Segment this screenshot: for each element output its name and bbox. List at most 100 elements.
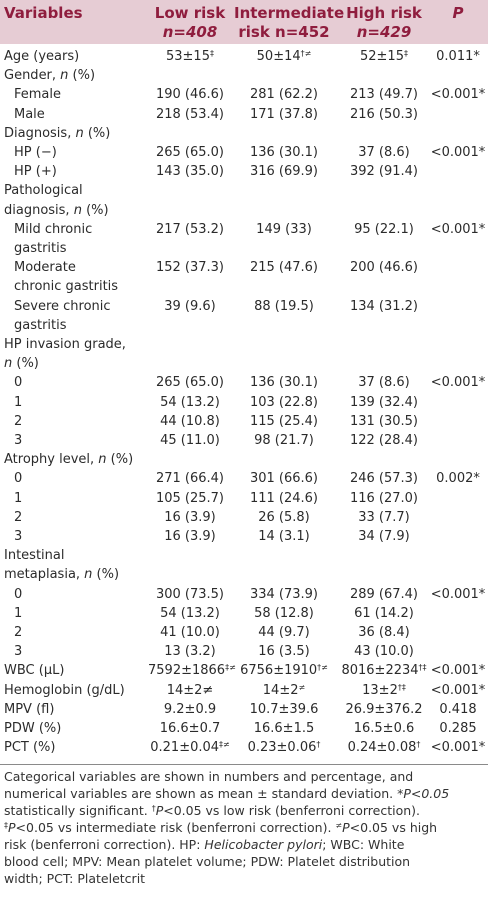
row-label: 3 [14,530,22,544]
row-label-text: metaplasia, n (%) [4,567,120,583]
cell-p-value-text: 0.002* [436,471,480,487]
cell-p-value: <0.001* [428,376,488,390]
cell-low-risk-text: 53±15 [166,49,210,64]
row-label: 0 [14,376,22,390]
cell-intermediate-risk: 44 (9.7) [234,626,334,640]
footnote-symbol: ‡ [4,821,8,830]
cell-intermediate-risk: 115 (25.4) [234,414,334,429]
cell-high-risk: 0.24±0.08† [334,741,434,755]
cell-intermediate-risk-text: 136 (30.1) [249,375,319,391]
footnote-text: Categorical variables are shown in numbe… [4,769,414,784]
cell-low-risk: 265 (65.0) [148,146,232,160]
cell-low-risk: 14±2≠ [148,683,232,698]
row-label: PCT (%) [4,741,56,755]
cell-high-risk: 289 (67.4) [334,587,434,602]
cell-high-risk-text: 200 (46.6) [349,260,419,276]
cell-high-risk-superscript: †‡ [397,682,406,692]
cell-intermediate-risk: 50±14†≠ [234,50,334,64]
cell-high-risk-text: 61 (14.2) [354,605,414,621]
row-label: 3 [14,434,22,448]
cell-p-value: <0.001* [428,88,488,102]
row-label-text: Gender, n (%) [4,68,96,84]
cell-high-risk: 36 (8.4) [334,626,434,640]
cell-intermediate-risk-text: 136 (30.1) [249,145,319,160]
footnote-text: statistically significant. [4,803,152,818]
cell-intermediate-risk-text: 171 (37.8) [249,106,319,122]
cell-intermediate-risk-text: 14 (3.1) [258,529,310,544]
cell-high-risk-text: 37 (8.6) [358,145,410,160]
cell-low-risk: 16 (3.9) [148,510,232,525]
cell-high-risk: 37 (8.6) [334,376,434,390]
cell-low-risk: 41 (10.0) [148,626,232,640]
cell-intermediate-risk: 136 (30.1) [234,376,334,390]
cell-high-risk: 116 (27.0) [334,490,434,506]
row-label-text: HP invasion grade, [4,337,126,352]
row-label: HP (−) [14,146,57,160]
cell-intermediate-risk-text: 215 (47.6) [249,260,319,276]
cell-high-risk: 61 (14.2) [334,605,434,621]
header-low-n: n=408 [162,23,218,41]
row-label-text: Intestinal [4,548,65,564]
cell-intermediate-risk-text: 316 (69.9) [249,164,319,180]
row-label: Diagnosis, n (%) [4,126,110,141]
cell-high-risk-text: 43 (10.0) [354,644,414,660]
row-label-text: Hemoglobin (g/dL) [4,682,125,698]
cell-p-value: <0.001* [428,586,488,602]
cell-intermediate-risk-text: 16 (3.5) [258,644,310,660]
cell-low-risk-text: 143 (35.0) [155,164,225,180]
cell-intermediate-risk: 316 (69.9) [234,165,334,179]
row-label: 2 [14,626,22,640]
footnote-text: risk (benferroni correction). HP: [4,837,205,852]
cell-low-risk: 9.2±0.9 [148,701,232,717]
cell-intermediate-risk-text: 26 (5.8) [258,509,310,525]
cell-high-risk: 216 (50.3) [334,107,434,122]
cell-low-risk-text: 7592±1866 [148,663,226,679]
cell-high-risk-text: 13±2 [362,682,398,698]
cell-p-value: 0.011* [428,50,488,64]
row-label-text: Male [14,106,45,122]
cell-low-risk-text: 105 (25.7) [155,490,225,506]
cell-intermediate-risk: 111 (24.6) [234,491,334,506]
cell-low-risk-text: 41 (10.0) [160,625,220,640]
cell-p-value: <0.001* [428,664,488,678]
cell-high-risk: 37 (8.6) [334,146,434,160]
footnote-line: width; PCT: Plateletcrit [4,870,482,887]
footnote-italic: Helicobacter pylori [204,837,323,852]
cell-low-risk: 265 (65.0) [148,376,232,390]
cell-p-value-text: <0.001* [430,682,486,698]
cell-intermediate-risk: 58 (12.8) [234,606,334,621]
cell-high-risk-text: 95 (22.1) [354,221,414,237]
cell-p-value-text: <0.001* [430,586,486,602]
cell-p-value-text: 0.011* [436,49,480,64]
cell-low-risk: 13 (3.2) [148,645,232,659]
cell-p-value: 0.002* [428,472,488,486]
footnote-text: ; WBC: White [322,837,405,852]
row-label: PDW (%) [4,722,61,736]
cell-p-value: <0.001* [428,682,488,698]
cell-low-risk: 218 (53.4) [148,107,232,122]
cell-high-risk-text: 116 (27.0) [349,490,419,506]
row-label-text: Moderate [14,260,76,276]
cell-high-risk-text: 37 (8.6) [358,375,410,391]
row-label: Gender, n (%) [4,69,95,83]
row-label: 0 [14,587,22,602]
cell-low-risk: 39 (9.6) [148,299,232,314]
footnote-italic: P<0.05 [403,786,450,801]
cell-low-risk-text: 9.2±0.9 [163,701,217,717]
cell-p-value-text: <0.001* [430,740,486,756]
cell-low-risk: 300 (73.5) [148,587,232,602]
cell-p-value: 0.285 [428,722,488,736]
cell-high-risk: 200 (46.6) [334,261,434,275]
cell-high-risk-text: 52±15 [360,49,404,64]
cell-intermediate-risk: 10.7±39.6 [234,702,334,717]
cell-high-risk-text: 131 (30.5) [349,413,419,429]
row-label: HP (+) [14,165,57,179]
cell-high-risk-text: 16.5±0.6 [353,721,415,736]
cell-high-risk: 16.5±0.6 [334,722,434,736]
footnote-text: <0.05 vs high [349,820,438,835]
row-label-text: 2 [14,413,23,429]
cell-low-risk: 217 (53.2) [148,222,232,237]
footnote-text: <0.05 vs intermediate risk (benferroni c… [15,820,336,835]
header-variables: Variables [4,4,83,22]
header-p: P [452,4,464,22]
